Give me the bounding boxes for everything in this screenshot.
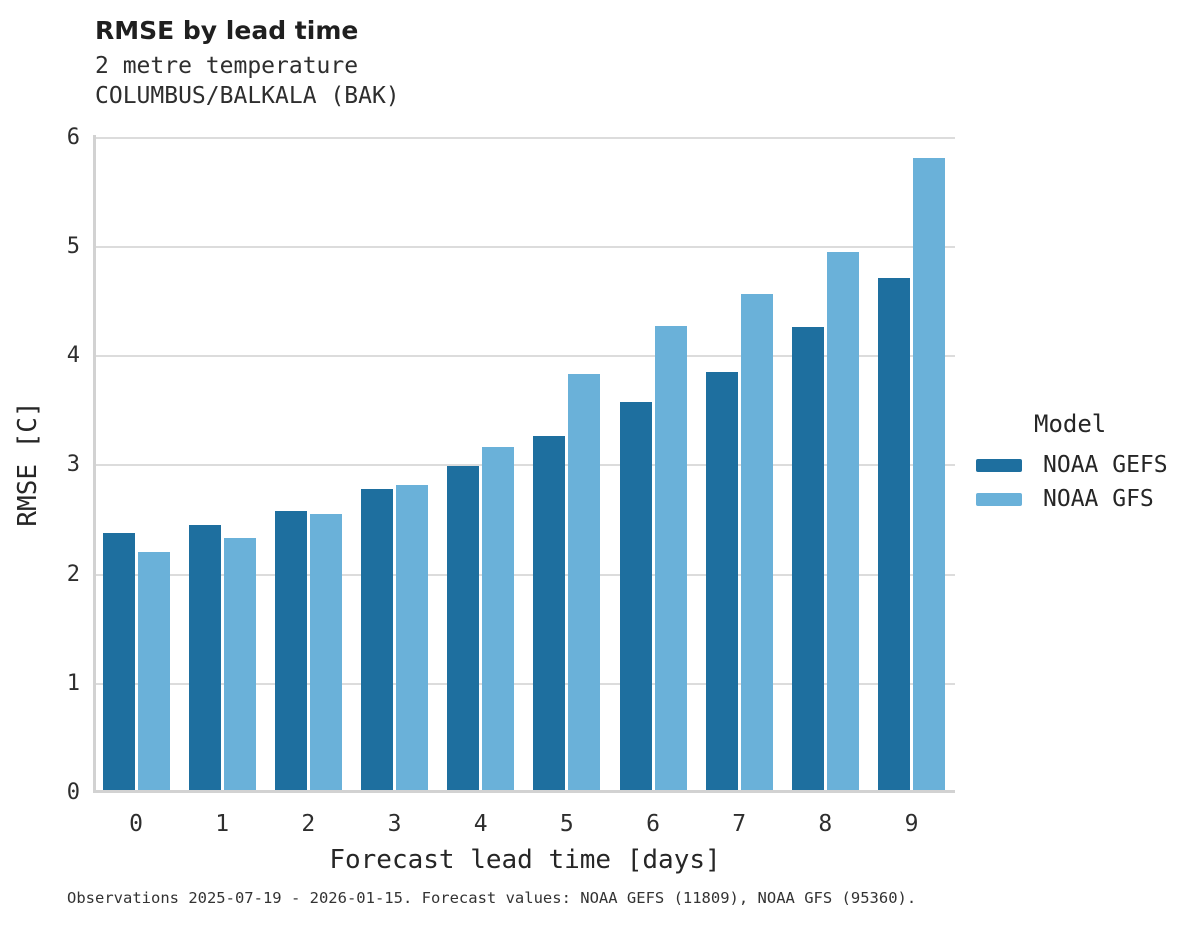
y-tick-label-1: 1	[66, 670, 80, 696]
legend-entry-noaa-gefs: NOAA GEFS	[976, 452, 1168, 478]
bar-noaa-gfs-lead-1	[223, 537, 256, 790]
x-tick-label-5: 5	[559, 811, 574, 837]
legend: Model NOAA GEFS NOAA GFS	[976, 410, 1168, 520]
bar-noaa-gfs-lead-0	[137, 552, 170, 790]
bar-noaa-gefs-lead-8	[791, 327, 824, 790]
plot-area	[93, 135, 955, 793]
gridline-y-4	[95, 355, 955, 358]
gridline-y-6	[95, 136, 955, 139]
gridline-y-5	[95, 246, 955, 249]
bar-noaa-gfs-lead-4	[482, 447, 515, 790]
bar-noaa-gefs-lead-0	[102, 533, 135, 790]
legend-swatch-noaa-gfs	[976, 492, 1022, 506]
bar-noaa-gefs-lead-4	[447, 465, 480, 790]
bar-noaa-gefs-lead-2	[274, 510, 307, 790]
bar-noaa-gfs-lead-5	[568, 374, 601, 790]
x-axis-line	[93, 790, 955, 793]
bar-noaa-gefs-lead-1	[188, 524, 221, 790]
footer-caption: Observations 2025-07-19 - 2026-01-15. Fo…	[67, 889, 917, 907]
chart-subtitle-station: COLUMBUS/BALKALA (BAK)	[95, 83, 400, 109]
bar-noaa-gfs-lead-7	[740, 294, 773, 790]
bar-noaa-gefs-lead-6	[619, 402, 652, 790]
y-axis-line	[93, 135, 96, 793]
gridline-y-1	[95, 682, 955, 685]
gridline-y-2	[95, 573, 955, 576]
chart-subtitle-variable: 2 metre temperature	[95, 53, 359, 79]
x-axis-label: Forecast lead time [days]	[329, 845, 721, 875]
legend-title: Model	[1034, 410, 1107, 438]
bar-noaa-gfs-lead-6	[654, 326, 687, 790]
bar-noaa-gefs-lead-3	[361, 488, 393, 790]
bar-noaa-gfs-lead-2	[309, 513, 342, 790]
x-tick-label-1: 1	[215, 811, 230, 837]
bar-noaa-gfs-lead-3	[396, 485, 428, 790]
bar-noaa-gefs-lead-7	[705, 371, 738, 790]
x-tick-label-4: 4	[473, 811, 488, 837]
y-tick-label-6: 6	[66, 124, 80, 150]
legend-label-noaa-gfs: NOAA GFS	[1043, 486, 1154, 512]
x-tick-label-2: 2	[301, 811, 316, 837]
y-tick-label-0: 0	[66, 780, 80, 805]
y-tick-label-3: 3	[66, 452, 80, 478]
x-tick-label-9: 9	[904, 811, 919, 837]
bar-noaa-gfs-lead-8	[826, 251, 859, 790]
bar-noaa-gefs-lead-9	[878, 278, 911, 790]
y-tick-label-5: 5	[66, 234, 80, 260]
chart-title: RMSE by lead time	[95, 16, 359, 45]
bar-noaa-gefs-lead-5	[533, 436, 566, 790]
x-tick-label-0: 0	[129, 811, 143, 837]
x-tick-label-8: 8	[818, 811, 833, 837]
legend-entry-noaa-gfs: NOAA GFS	[976, 486, 1168, 512]
x-tick-label-7: 7	[732, 811, 747, 837]
gridline-y-3	[95, 464, 955, 467]
y-tick-label-4: 4	[66, 343, 80, 369]
y-tick-label-2: 2	[66, 561, 80, 587]
bar-noaa-gfs-lead-9	[913, 157, 946, 790]
legend-swatch-noaa-gefs	[976, 458, 1022, 472]
legend-label-noaa-gefs: NOAA GEFS	[1043, 452, 1168, 478]
x-tick-label-3: 3	[387, 811, 402, 837]
x-tick-label-6: 6	[646, 811, 660, 837]
